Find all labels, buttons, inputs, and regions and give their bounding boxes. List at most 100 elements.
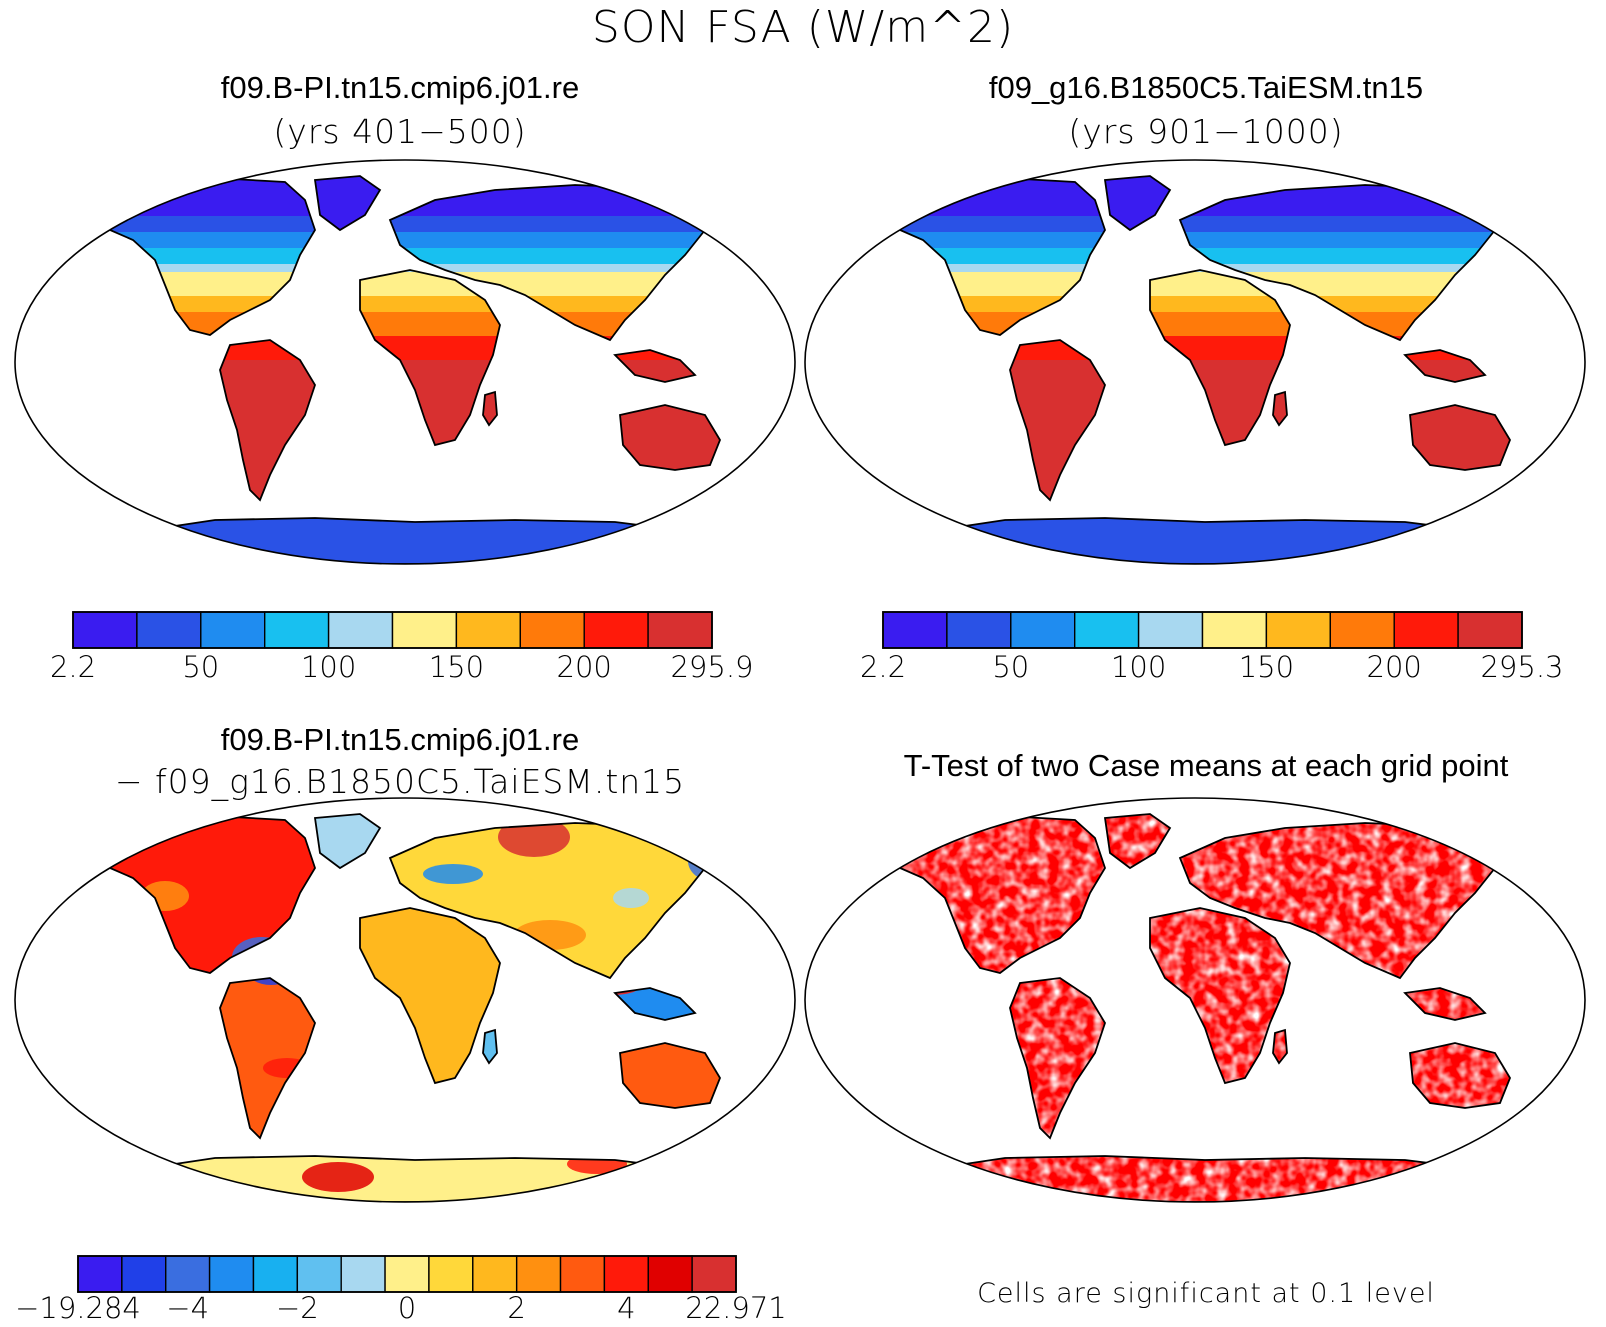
shade-band (1273, 392, 1287, 401)
shade-patch (613, 888, 649, 908)
shade-band (95, 288, 315, 297)
shade-band (1180, 208, 1505, 217)
shade-band (390, 192, 715, 201)
southAmerica-coastline (1009, 977, 1106, 1140)
shade-band (390, 280, 715, 289)
colorbar-control (72, 611, 713, 649)
shade-band (1010, 400, 1105, 409)
shade-band (390, 256, 715, 265)
shade-band (1150, 384, 1290, 393)
shade-band (360, 400, 500, 409)
shade-band (315, 200, 380, 209)
maritime-coastline (1403, 349, 1487, 383)
northAmerica-coastline (93, 815, 316, 974)
shade-band (1150, 352, 1290, 361)
colorbar-swatch (208, 1255, 255, 1293)
colorbar-tick-label: 200 (556, 650, 612, 684)
shade-band (360, 384, 500, 393)
shade-band (95, 296, 315, 305)
shade-band (95, 216, 315, 225)
shade-band (95, 264, 315, 273)
shade-band (95, 248, 315, 257)
shade-band (1010, 392, 1105, 401)
antarctica-coastline (113, 517, 717, 564)
shade-band (315, 192, 380, 201)
shade-band (1180, 248, 1505, 257)
colorbar-frame (72, 611, 713, 649)
colorbar-swatch (296, 1255, 342, 1293)
shade-band (1010, 352, 1105, 361)
shade-band (220, 360, 315, 369)
shade-band (1405, 360, 1485, 369)
shade-band (885, 320, 1105, 329)
colorbar-tick-label: −4 (166, 1291, 210, 1325)
colorbar-swatch (583, 611, 649, 649)
shade-band (1180, 232, 1505, 241)
shade-band (390, 200, 715, 209)
map-panel-control (14, 159, 796, 565)
antarctica-coastline (903, 517, 1507, 564)
shade-band (1150, 416, 1290, 425)
maritime-coastline (613, 349, 697, 383)
colorbar-tick-label: 100 (1110, 650, 1167, 684)
shade-band (220, 368, 315, 377)
shade-band (1105, 192, 1170, 201)
shade-band (905, 520, 1505, 529)
shade-band (1150, 272, 1290, 281)
shade-band (620, 408, 720, 417)
shade-band (360, 416, 500, 425)
shade-band (1180, 240, 1505, 249)
colorbar-swatch (647, 611, 713, 649)
colorbar-difference (77, 1255, 737, 1293)
colorbar-frame (77, 1255, 737, 1293)
colorbar-swatch (340, 1255, 386, 1293)
shade-band (360, 280, 500, 289)
colorbar-test (882, 611, 1523, 649)
shade-band (95, 280, 315, 289)
shade-band (1405, 352, 1485, 361)
shade-band (220, 344, 315, 353)
shade-band (905, 528, 1505, 537)
significance-note: Cells are significant at 0.1 level (977, 1278, 1435, 1309)
shade-band (1410, 424, 1510, 433)
main-title: SON FSA (W/m^2) (591, 2, 1015, 53)
shade-band (615, 352, 695, 361)
shade-band (885, 192, 1105, 201)
shade-band (95, 224, 315, 233)
colorbar-swatch (165, 1255, 211, 1293)
madagascar-coastline (482, 390, 498, 427)
shade-band (220, 376, 315, 385)
colorbar-swatch (264, 611, 330, 649)
colorbar-swatch (946, 611, 1012, 649)
shade-band (1405, 368, 1485, 377)
shade-band (360, 360, 500, 369)
shade-band (1105, 184, 1170, 193)
shade-band (1010, 416, 1105, 425)
colorbar-swatch (121, 1255, 167, 1293)
shade-band (115, 560, 715, 564)
shade-band (390, 216, 715, 225)
shade-band (220, 456, 315, 465)
map-border (14, 159, 796, 565)
shade-band (1150, 376, 1290, 385)
colorbar-swatch (515, 1255, 562, 1293)
shade-band (885, 304, 1105, 313)
shade-base (483, 1030, 497, 1063)
shade-band (115, 528, 715, 537)
colorbar-swatch (1329, 611, 1395, 649)
southAmerica-coastline (1009, 339, 1106, 502)
colorbar-tick-label: 150 (1238, 650, 1295, 684)
africa-coastline (359, 907, 501, 1085)
colorbar-swatch (1073, 611, 1140, 649)
colorbar-swatch (1393, 611, 1459, 649)
shade-band (1150, 400, 1290, 409)
shade-band (885, 328, 1105, 335)
shade-band (390, 272, 715, 281)
shade-band (1410, 408, 1510, 417)
shade-band (360, 320, 500, 329)
shade-band (360, 424, 500, 433)
shade-band (360, 344, 500, 353)
shade-band (885, 232, 1105, 241)
colorbar-swatch (519, 611, 585, 649)
